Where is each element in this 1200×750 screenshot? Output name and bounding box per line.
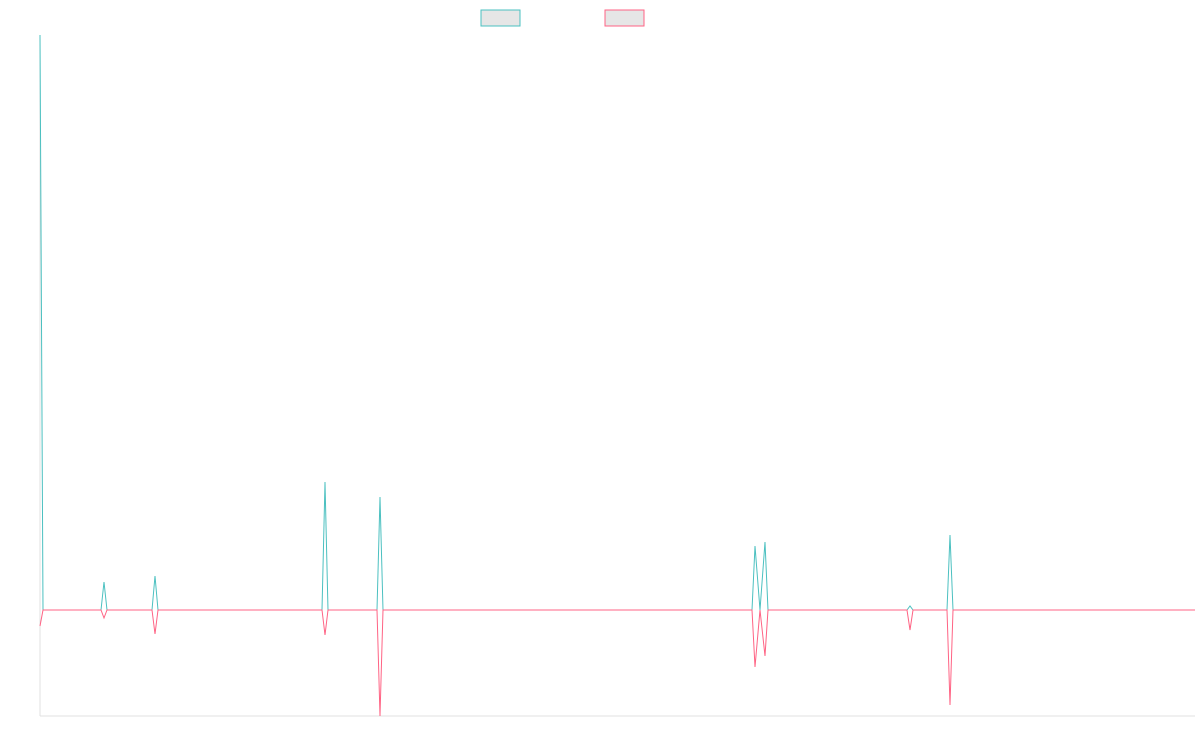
line-series: [39, 34, 1195, 611]
legend-swatch[interactable]: [480, 9, 521, 27]
legend-swatch[interactable]: [604, 9, 645, 27]
line-series: [39, 609, 1195, 717]
